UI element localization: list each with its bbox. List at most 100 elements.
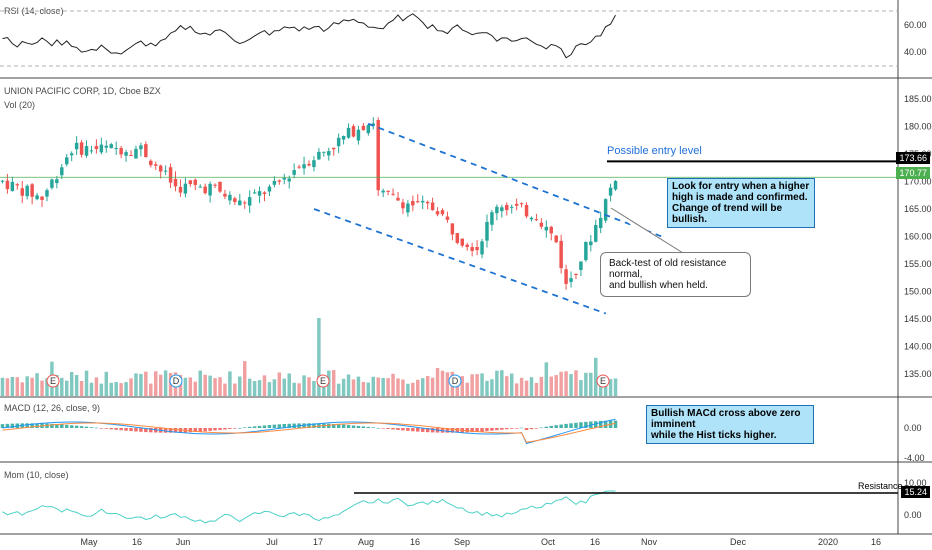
candle-body: [406, 203, 410, 213]
candle-body: [480, 241, 484, 255]
candle-body: [336, 137, 341, 147]
candle-body: [505, 205, 509, 211]
volume-bar: [183, 377, 188, 396]
rsi-pane-label: RSI (14, close): [4, 6, 64, 16]
macd-hist-bar: [252, 426, 257, 428]
volume-bar: [267, 382, 272, 396]
volume-bar: [65, 380, 69, 396]
candle-body: [242, 202, 247, 204]
macd-hist-bar: [327, 423, 331, 428]
volume-bar: [554, 375, 558, 396]
candle-body: [485, 221, 489, 241]
macd-hist-bar: [134, 428, 138, 432]
candle-body: [252, 192, 257, 194]
macd-hist-bar: [445, 428, 450, 433]
macd-hist-bar: [514, 428, 519, 429]
volume-bar: [60, 377, 64, 396]
event-marker-label: D: [173, 376, 180, 386]
volume-bar: [79, 380, 84, 396]
volume-bar: [539, 376, 544, 396]
volume-bar: [598, 383, 603, 396]
volume-bar: [74, 375, 79, 396]
macd-hist-bar: [74, 425, 79, 428]
price-tick: 135.00: [904, 369, 932, 379]
candle-body: [79, 142, 84, 155]
volume-bar: [193, 381, 198, 396]
candle-body: [435, 211, 440, 215]
candle-body: [450, 223, 455, 235]
candle-body: [539, 222, 544, 227]
macd-hist-bar: [519, 427, 524, 429]
volume-bar: [322, 382, 326, 396]
candle-body: [341, 135, 346, 140]
price-axis-ticks: 185.00180.00175.00170.00165.00160.00155.…: [904, 94, 932, 379]
candle-body: [509, 206, 514, 208]
volume-bar: [203, 374, 207, 396]
volume-bar: [10, 377, 15, 396]
candle-body: [411, 201, 415, 206]
volume-bar: [99, 383, 104, 396]
macd-hist-bar: [60, 424, 64, 428]
candle-body: [608, 187, 613, 196]
candle-body: [529, 217, 534, 220]
candle-body: [416, 201, 420, 203]
candle-body: [470, 247, 474, 251]
candle-body: [134, 148, 138, 159]
candle-body: [272, 180, 277, 185]
volume-bar: [341, 378, 346, 396]
retest-note: Back-test of old resistance normal, and …: [600, 252, 751, 297]
macd-hist-bar: [603, 420, 608, 428]
candle-body: [277, 180, 282, 182]
macd-hist-bar: [10, 423, 15, 428]
candle-body: [188, 180, 193, 185]
volume-bar: [262, 375, 267, 396]
candle-body: [20, 188, 24, 196]
candle-body: [559, 240, 563, 269]
time-axis-label: 17: [313, 537, 323, 547]
volume-bar: [411, 382, 415, 396]
candle-body: [233, 198, 237, 203]
candle-body: [84, 146, 89, 156]
candle-body: [198, 186, 202, 188]
candle-body: [139, 145, 143, 150]
rsi-line: [2, 13, 616, 59]
volume-bar: [416, 379, 420, 396]
candle-body: [35, 195, 39, 200]
volume-bar: [495, 370, 499, 396]
macd-hist-bar: [272, 424, 277, 428]
volume-bar: [509, 373, 514, 396]
volume-bar: [277, 372, 282, 396]
price-tick: 155.00: [904, 259, 932, 269]
candle-body: [544, 226, 549, 231]
macd-hist-bar: [594, 421, 598, 428]
macd-hist-bar: [65, 424, 69, 428]
macd-hist-bar: [341, 424, 346, 428]
macd-signal-line: [2, 422, 616, 443]
candle-body: [579, 261, 583, 270]
volume-bar: [574, 370, 578, 396]
candle-body: [163, 170, 168, 172]
volume-bar: [84, 370, 89, 396]
channel-upper-line: [367, 122, 663, 238]
macd-hist-bar: [139, 428, 143, 432]
volume-bar: [297, 383, 301, 396]
macd-hist-bar: [307, 423, 311, 428]
candle-body: [40, 196, 44, 200]
macd-hist-bar: [203, 428, 207, 432]
volume-bar: [218, 377, 222, 396]
candle-body: [401, 202, 405, 209]
macd-hist-bar: [490, 428, 494, 431]
macd-hist-bar: [168, 428, 173, 433]
candle-body: [203, 186, 207, 194]
macd-hist-bar: [163, 428, 168, 433]
macd-hist-bar: [247, 426, 252, 428]
macd-hist-bar: [119, 428, 123, 431]
candle-body: [69, 153, 74, 156]
mom-tick-top: 10.00: [904, 478, 927, 488]
macd-hist-bar: [470, 428, 474, 433]
volume-bar: [613, 378, 618, 396]
candle-body: [366, 125, 371, 134]
volume-bar: [158, 374, 163, 396]
macd-hist-bar: [109, 428, 113, 430]
